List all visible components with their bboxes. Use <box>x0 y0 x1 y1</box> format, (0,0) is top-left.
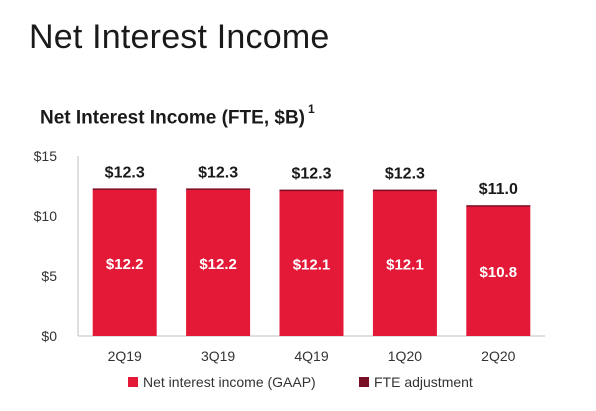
x-tick-label: 2Q19 <box>108 348 142 364</box>
y-tick-label: $5 <box>41 268 57 284</box>
bar-inner-label: $12.1 <box>386 256 424 273</box>
bar-total-label: $12.3 <box>291 166 331 183</box>
bar-gaap <box>279 190 344 336</box>
x-tick-label: 3Q19 <box>201 348 235 364</box>
chart-title-text: Net Interest Income (FTE, $B) <box>40 107 305 129</box>
legend: Net interest income (GAAP) FTE adjustment <box>128 374 473 390</box>
bar-gaap <box>372 190 437 336</box>
bar-inner-label: $12.1 <box>293 256 331 273</box>
x-tick-label: 1Q20 <box>388 348 422 364</box>
x-axis: 2Q19 3Q19 4Q19 1Q20 2Q20 <box>78 335 545 364</box>
y-tick-label: $15 <box>34 148 58 164</box>
bar-total-label: $12.3 <box>385 166 425 183</box>
y-axis: $0 $5 $10 $15 <box>34 148 79 344</box>
legend-swatch <box>359 377 369 387</box>
bars <box>92 188 531 336</box>
bar-total-label: $12.3 <box>198 164 238 181</box>
chart-title: Net Interest Income (FTE, $B) 1 <box>40 102 315 129</box>
y-tick-label: $0 <box>41 328 57 344</box>
bar-fte-adjustment <box>372 189 437 192</box>
y-tick-label: $10 <box>34 208 58 224</box>
bar-fte-adjustment <box>92 188 157 190</box>
bar-gaap <box>186 189 251 336</box>
bar-total-label: $11.0 <box>479 181 518 198</box>
chart-title-footnote: 1 <box>308 102 315 116</box>
bar-gaap <box>466 206 531 336</box>
bar-fte-adjustment <box>279 189 344 192</box>
bar-total-label: $12.3 <box>105 164 145 181</box>
x-tick-label: 4Q19 <box>294 348 328 364</box>
bar-inner-label: $12.2 <box>199 256 237 273</box>
legend-swatch <box>128 377 138 387</box>
bar-inner-label: $12.2 <box>106 256 144 273</box>
bar-labels: $12.2 $12.3 $12.2 $12.3 $12.1 $12.3 $12.1 $12.3… <box>105 164 518 281</box>
legend-label: FTE adjustment <box>374 374 473 390</box>
x-tick-label: 2Q20 <box>481 348 515 364</box>
bar-inner-label: $10.8 <box>480 264 518 281</box>
page-title: Net Interest Income <box>29 18 330 56</box>
bar-fte-adjustment <box>466 205 531 207</box>
bar-gaap <box>92 189 157 336</box>
bar-fte-adjustment <box>186 188 251 190</box>
legend-label: Net interest income (GAAP) <box>143 374 316 390</box>
